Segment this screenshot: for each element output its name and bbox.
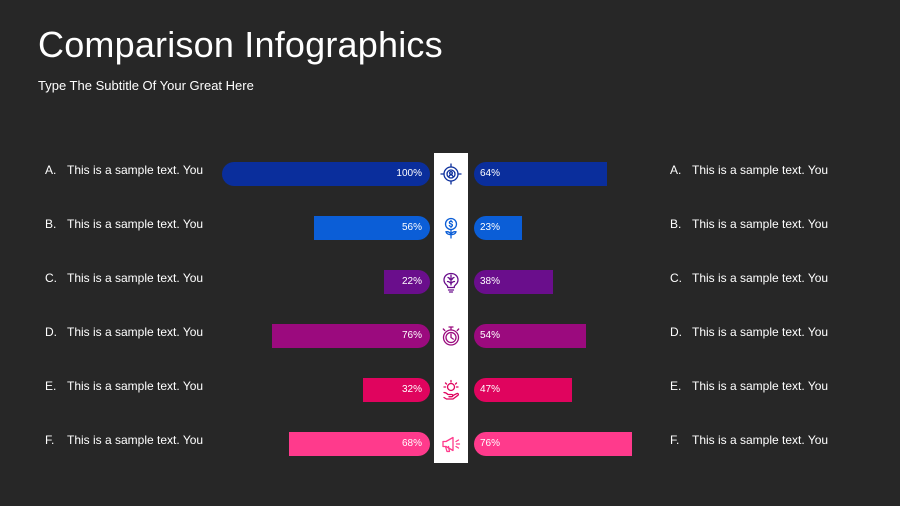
left-bar: 32% (363, 378, 430, 402)
left-bar: 22% (384, 270, 430, 294)
right-bar-value-label: 64% (480, 168, 501, 179)
row-text: This is a sample text. You (67, 325, 204, 339)
left-row-label: F. This is a sample text. You (45, 432, 203, 448)
row-text: This is a sample text. You (67, 217, 204, 231)
left-row-label: C. This is a sample text. You (45, 270, 203, 286)
left-bar: 68% (289, 432, 430, 456)
left-bar-value-label: 22% (401, 276, 422, 287)
left-bar: 56% (314, 216, 430, 240)
left-bar-value-label: 56% (401, 222, 422, 233)
center-icon-strip (434, 153, 468, 463)
right-bar: 64% (474, 162, 607, 186)
row-text: This is a sample text. You (67, 433, 204, 447)
left-bar-value-label: 100% (396, 168, 422, 179)
brain-bulb-icon (439, 270, 463, 294)
left-row-label: B. This is a sample text. You (45, 216, 203, 232)
row-text: This is a sample text. You (692, 325, 829, 339)
right-row-label: F. This is a sample text. You (670, 432, 828, 448)
row-letter: B. (670, 217, 682, 231)
left-row-label: A. This is a sample text. You (45, 162, 203, 178)
row-text: This is a sample text. You (67, 163, 204, 177)
right-bar: 54% (474, 324, 586, 348)
row-letter: E. (670, 379, 682, 393)
right-bar-value-label: 38% (480, 276, 501, 287)
row-text: This is a sample text. You (692, 163, 829, 177)
right-bar-value-label: 47% (480, 384, 501, 395)
right-bar: 38% (474, 270, 553, 294)
row-letter: C. (45, 271, 57, 285)
money-plant-icon (439, 216, 463, 240)
row-letter: B. (45, 217, 57, 231)
left-bar-value-label: 32% (401, 384, 422, 395)
right-bar-value-label: 76% (480, 438, 501, 449)
row-text: This is a sample text. You (692, 271, 829, 285)
row-letter: C. (670, 271, 682, 285)
right-row-label: A. This is a sample text. You (670, 162, 828, 178)
stopwatch-icon (439, 324, 463, 348)
row-text: This is a sample text. You (67, 271, 204, 285)
row-letter: D. (45, 325, 57, 339)
right-bar: 23% (474, 216, 522, 240)
row-text: This is a sample text. You (67, 379, 204, 393)
left-bar: 100% (222, 162, 430, 186)
row-text: This is a sample text. You (692, 379, 829, 393)
megaphone-icon (439, 432, 463, 456)
right-bar: 76% (474, 432, 632, 456)
right-row-label: D. This is a sample text. You (670, 324, 828, 340)
row-letter: F. (670, 433, 680, 447)
row-letter: E. (45, 379, 57, 393)
right-bar-value-label: 54% (480, 330, 501, 341)
left-bar-value-label: 68% (401, 438, 422, 449)
idea-hand-icon (439, 378, 463, 402)
page-subtitle: Type The Subtitle Of Your Great Here (38, 78, 254, 93)
left-bar: 76% (272, 324, 430, 348)
right-row-label: B. This is a sample text. You (670, 216, 828, 232)
row-text: This is a sample text. You (692, 217, 829, 231)
left-row-label: D. This is a sample text. You (45, 324, 203, 340)
row-letter: A. (45, 163, 57, 177)
right-row-label: E. This is a sample text. You (670, 378, 828, 394)
left-row-label: E. This is a sample text. You (45, 378, 203, 394)
row-letter: D. (670, 325, 682, 339)
row-letter: F. (45, 433, 55, 447)
row-letter: A. (670, 163, 682, 177)
right-bar-value-label: 23% (480, 222, 501, 233)
target-user-icon (439, 162, 463, 186)
row-text: This is a sample text. You (692, 433, 829, 447)
page-title: Comparison Infographics (38, 24, 443, 65)
right-bar: 47% (474, 378, 572, 402)
left-bar-value-label: 76% (401, 330, 422, 341)
right-row-label: C. This is a sample text. You (670, 270, 828, 286)
